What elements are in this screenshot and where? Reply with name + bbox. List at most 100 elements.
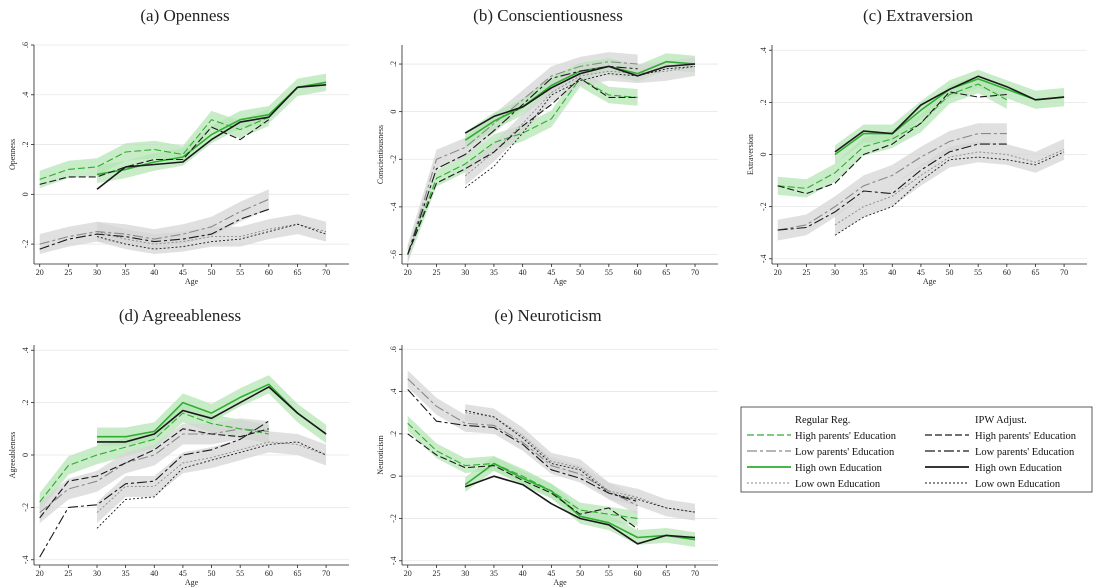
legend-row-high-parents: High parents' Education High parents' Ed…: [747, 431, 1077, 442]
x-tick-label: 40: [150, 569, 158, 578]
series-line-regular-reg-high-parents-education: [407, 77, 638, 255]
series-line-ipw-adjust-low-parents-education: [39, 420, 270, 558]
x-tick-label: 20: [404, 569, 412, 578]
series-line-regular-reg-high-own-education: [464, 462, 696, 541]
legend-label-regular-high-parents: High parents' Education: [795, 431, 897, 442]
y-axis-label: Openness: [8, 139, 17, 170]
y-axis-label: Extraversion: [746, 134, 755, 175]
series-line-regular-reg-high-parents-education: [39, 116, 270, 180]
x-tick-label: 50: [946, 268, 954, 277]
x-tick-label: 70: [322, 569, 330, 578]
y-tick-label: .2: [21, 400, 30, 406]
panel-conscientiousness: (b) Conscientiousness -.6 -.4 -.2 0 .2 20 25 30 3…: [376, 6, 718, 286]
legend-label-regular-low-parents: Low parents' Education: [795, 447, 895, 458]
series-line-regular-reg-low-own-education: [834, 148, 1065, 226]
x-tick-label: 40: [888, 268, 896, 277]
y-tick-label: .2: [389, 431, 398, 437]
x-tick-label: 45: [547, 569, 555, 578]
legend-title-regular: Regular Reg.: [795, 415, 850, 426]
y-tick-label: 0: [389, 474, 398, 478]
x-tick-label: 45: [179, 268, 187, 277]
ci-band-high-own-education: [97, 73, 327, 184]
x-tick-label: 60: [265, 268, 273, 277]
series-line-ipw-adjust-low-own-education: [465, 410, 696, 513]
y-tick-label: .6: [21, 42, 30, 48]
x-tick-label: 60: [634, 268, 642, 277]
x-axis-label: Age: [185, 277, 199, 286]
x-tick-label: 20: [774, 268, 782, 277]
x-axis-label: Age: [553, 578, 567, 587]
x-tick-label: 55: [236, 569, 244, 578]
series-line-ipw-adjust-high-parents-education: [407, 77, 638, 255]
legend-title-ipw: IPW Adjust.: [975, 415, 1027, 426]
y-tick-label: .2: [389, 61, 398, 67]
y-tick-label: .4: [759, 47, 768, 53]
series-line-ipw-adjust-low-own-education: [834, 151, 1065, 236]
y-axis-label: Agreeableness: [8, 432, 17, 479]
x-tick-label: 25: [432, 268, 440, 277]
ci-band-high-own-education: [835, 69, 1065, 164]
ci-band-low-own-education: [835, 138, 1065, 236]
y-tick-label: -.2: [759, 202, 768, 211]
y-tick-label: 0: [21, 192, 30, 196]
y-tick-label: -.6: [389, 250, 398, 259]
panel-title: (a) Openness: [140, 6, 229, 25]
x-tick-label: 35: [490, 569, 498, 578]
x-tick-label: 55: [236, 268, 244, 277]
legend-row-low-parents: Low parents' Education Low parents' Educ…: [747, 447, 1075, 458]
x-tick-label: 70: [691, 268, 699, 277]
legend-label-ipw-low-own: Low own Education: [975, 479, 1061, 490]
ci-band-low-parents-education: [407, 52, 638, 264]
legend-label-ipw-high-parents: High parents' Education: [975, 431, 1077, 442]
x-tick-label: 65: [662, 268, 670, 277]
x-tick-label: 70: [691, 569, 699, 578]
x-tick-label: 70: [1060, 268, 1068, 277]
series-line-regular-reg-high-parents-education: [777, 83, 1008, 189]
series-line-regular-reg-low-own-education: [464, 65, 696, 177]
series-line-ipw-adjust-high-parents-education: [407, 433, 638, 530]
x-tick-label: 65: [293, 268, 301, 277]
panel-agreeableness: (d) Agreeableness -.4 -.2 0 .2 .4 20 25 30 35 40 45…: [8, 306, 349, 587]
y-tick-label: 0: [389, 110, 398, 114]
legend-row-low-own: Low own Education Low own Education: [747, 479, 1061, 490]
x-axis-label: Age: [923, 277, 937, 286]
legend: Regular Reg. IPW Adjust. High parents' E…: [740, 406, 1093, 493]
panel-openness: (a) Openness -.2 0 .2 .4 .6 20 25 30 35 40 45 50 55 60…: [8, 6, 349, 286]
y-tick-label: -.4: [21, 555, 30, 564]
x-tick-label: 65: [293, 569, 301, 578]
y-tick-label: .4: [21, 92, 30, 98]
y-tick-label: -.4: [389, 203, 398, 212]
y-tick-label: -.2: [389, 514, 398, 523]
x-tick-label: 55: [605, 268, 613, 277]
y-tick-label: .2: [759, 99, 768, 105]
x-tick-label: 35: [122, 268, 130, 277]
x-tick-label: 25: [802, 268, 810, 277]
x-tick-label: 50: [576, 569, 584, 578]
series-line-regular-reg-low-own-education: [465, 412, 696, 513]
x-tick-label: 25: [64, 268, 72, 277]
x-tick-label: 30: [461, 268, 469, 277]
ci-band-low-own-education: [465, 404, 695, 521]
series-line-ipw-adjust-high-parents-education: [39, 119, 270, 185]
series-line-ipw-adjust-high-own-education: [96, 84, 327, 190]
y-tick-label: -.2: [389, 155, 398, 164]
x-tick-label: 30: [93, 268, 101, 277]
panel-neuroticism: (e) Neuroticism -.4 -.2 0 .2 .4 .6 20 25 30 35 40 45…: [376, 306, 718, 587]
series-line-ipw-adjust-low-own-education: [464, 65, 696, 189]
series-line-regular-reg-low-parents-education: [39, 198, 270, 245]
x-tick-label: 55: [974, 268, 982, 277]
y-tick-label: -.4: [389, 556, 398, 565]
series-line-regular-reg-low-parents-education: [777, 133, 1007, 231]
y-tick-label: .4: [21, 347, 30, 353]
x-tick-label: 25: [64, 569, 72, 578]
x-tick-label: 20: [36, 268, 44, 277]
x-tick-label: 60: [1003, 268, 1011, 277]
y-tick-label: 0: [21, 453, 30, 457]
series-line-ipw-adjust-high-own-education: [834, 75, 1065, 153]
x-tick-label: 50: [208, 268, 216, 277]
x-tick-label: 20: [404, 268, 412, 277]
legend-label-regular-high-own: High own Education: [795, 463, 883, 474]
x-tick-label: 40: [519, 268, 527, 277]
legend-row-high-own: High own Education High own Education: [747, 463, 1063, 474]
